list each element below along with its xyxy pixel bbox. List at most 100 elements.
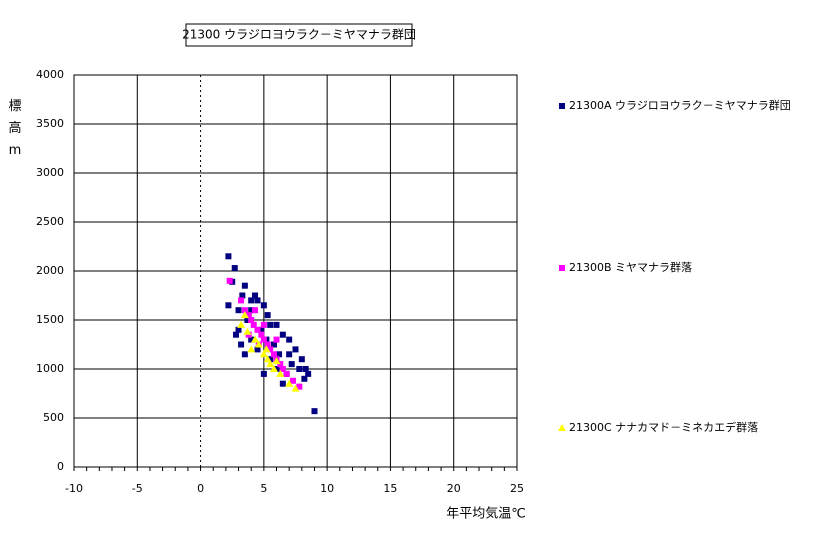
point bbox=[291, 384, 300, 392]
legend-label: 21300C ナナカマド－ミネカエデ群落 bbox=[569, 420, 758, 434]
point bbox=[311, 408, 318, 415]
point bbox=[260, 321, 267, 328]
x-tick-label: 10 bbox=[320, 482, 334, 495]
y-tick-label: 3500 bbox=[36, 117, 64, 130]
y-tick-label: 2500 bbox=[36, 215, 64, 228]
point bbox=[269, 365, 278, 372]
point bbox=[286, 351, 293, 358]
y-tick-label: 3000 bbox=[36, 166, 64, 179]
y-tick-label: 1500 bbox=[36, 313, 64, 326]
point bbox=[233, 331, 240, 338]
point bbox=[245, 312, 252, 319]
x-tick-label: 20 bbox=[447, 482, 461, 495]
point bbox=[250, 321, 257, 328]
point bbox=[296, 366, 303, 372]
x-tick-label: 15 bbox=[383, 482, 397, 495]
point bbox=[241, 307, 248, 314]
point bbox=[226, 277, 233, 284]
point bbox=[298, 356, 305, 363]
y-tick-label: 0 bbox=[57, 460, 64, 473]
legend-marker bbox=[559, 103, 565, 109]
point bbox=[258, 331, 265, 338]
x-tick-label: -5 bbox=[132, 482, 143, 495]
point bbox=[241, 282, 248, 289]
y-tick-label: 2000 bbox=[36, 264, 64, 277]
point bbox=[225, 302, 232, 309]
point bbox=[270, 351, 277, 358]
point bbox=[240, 311, 249, 319]
point bbox=[296, 383, 303, 390]
point bbox=[251, 292, 258, 299]
x-tick-label: 0 bbox=[197, 482, 204, 495]
point bbox=[301, 375, 308, 382]
point bbox=[279, 380, 286, 387]
point bbox=[263, 355, 272, 363]
legend-label: 21300A ウラジロヨウラク－ミヤマナラ群団 bbox=[569, 98, 791, 112]
point bbox=[254, 297, 261, 304]
point bbox=[254, 326, 261, 333]
point bbox=[260, 336, 267, 343]
point bbox=[276, 369, 285, 377]
point bbox=[262, 345, 271, 353]
x-axis-label: 年平均気温℃ bbox=[446, 506, 526, 522]
point bbox=[267, 321, 274, 328]
x-tick-label: 5 bbox=[260, 482, 267, 495]
point bbox=[279, 366, 286, 372]
point bbox=[302, 366, 309, 372]
point bbox=[305, 370, 312, 377]
point bbox=[237, 320, 246, 328]
y-axis-label: 標高m bbox=[8, 99, 22, 158]
point bbox=[289, 377, 296, 384]
point bbox=[279, 331, 286, 338]
point bbox=[272, 357, 281, 365]
point bbox=[238, 297, 245, 304]
point bbox=[273, 321, 280, 328]
legend-marker bbox=[559, 265, 565, 271]
point bbox=[251, 307, 258, 314]
y-tick-label: 500 bbox=[43, 411, 64, 424]
point bbox=[267, 346, 274, 353]
point bbox=[264, 312, 271, 319]
point bbox=[247, 345, 256, 353]
point bbox=[254, 346, 261, 353]
point bbox=[270, 341, 277, 348]
point bbox=[248, 307, 255, 314]
title-box bbox=[185, 23, 413, 47]
point bbox=[225, 253, 232, 260]
point bbox=[250, 335, 259, 343]
point bbox=[288, 361, 295, 368]
legend-marker bbox=[558, 424, 566, 431]
point bbox=[241, 351, 248, 358]
point bbox=[254, 340, 263, 348]
point bbox=[244, 317, 251, 323]
point bbox=[267, 356, 274, 363]
point bbox=[235, 307, 242, 314]
legend-label: 21300B ミヤマナラ群落 bbox=[569, 260, 692, 274]
point bbox=[248, 297, 255, 304]
point bbox=[248, 336, 255, 343]
point bbox=[260, 370, 267, 377]
x-tick-label: 25 bbox=[510, 482, 524, 495]
point bbox=[286, 336, 293, 343]
y-tick-label: 1000 bbox=[36, 362, 64, 375]
point bbox=[266, 360, 275, 368]
point bbox=[260, 302, 267, 309]
point bbox=[285, 379, 294, 387]
point bbox=[258, 326, 265, 333]
point bbox=[248, 317, 255, 323]
point bbox=[243, 327, 252, 335]
point bbox=[273, 336, 280, 343]
chart-title: 21300 ウラジロヨウラク－ミヤマナラ群団 bbox=[182, 28, 416, 42]
point bbox=[283, 370, 290, 377]
point bbox=[264, 341, 271, 348]
point bbox=[235, 326, 242, 333]
point bbox=[273, 366, 280, 372]
point bbox=[231, 265, 238, 272]
point bbox=[238, 341, 245, 348]
point bbox=[239, 292, 246, 299]
point bbox=[292, 346, 299, 353]
y-tick-label: 4000 bbox=[36, 68, 64, 81]
x-tick-label: -10 bbox=[65, 482, 83, 495]
